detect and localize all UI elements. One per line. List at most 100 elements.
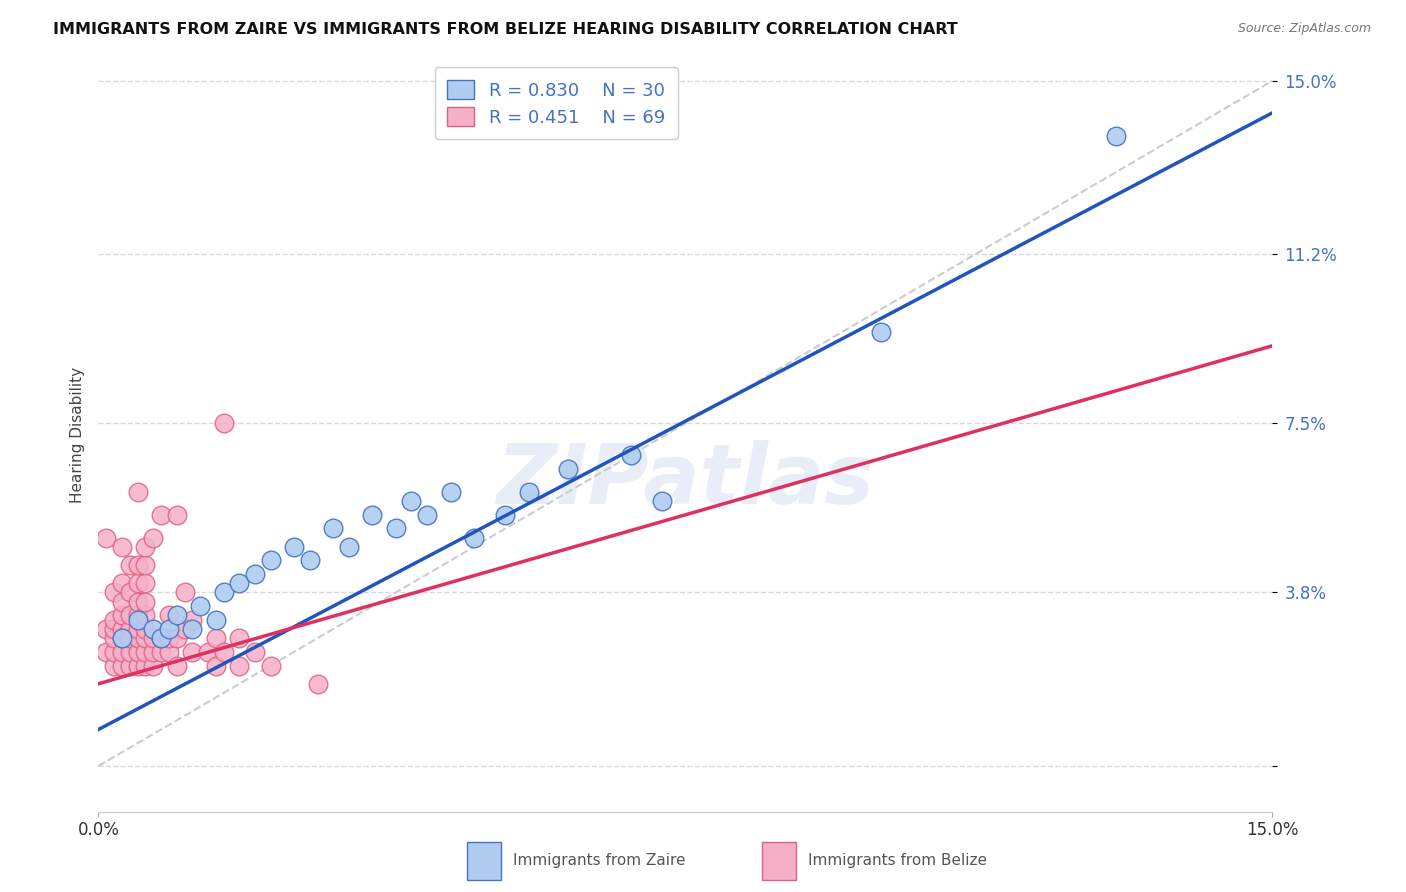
Text: ZIPatlas: ZIPatlas bbox=[496, 440, 875, 521]
Point bbox=[157, 608, 180, 623]
Point bbox=[322, 521, 344, 535]
Point bbox=[118, 658, 141, 673]
Point bbox=[96, 645, 118, 659]
Point bbox=[166, 608, 188, 623]
Point bbox=[134, 608, 156, 623]
Point bbox=[142, 622, 165, 636]
Point bbox=[118, 622, 141, 636]
Point bbox=[157, 645, 180, 659]
Point bbox=[134, 594, 156, 608]
Point bbox=[111, 631, 134, 645]
Text: Source: ZipAtlas.com: Source: ZipAtlas.com bbox=[1237, 22, 1371, 36]
Point bbox=[166, 658, 188, 673]
Point bbox=[118, 631, 141, 645]
Point bbox=[385, 521, 408, 535]
Point bbox=[212, 585, 235, 599]
Legend: R = 0.830    N = 30, R = 0.451    N = 69: R = 0.830 N = 30, R = 0.451 N = 69 bbox=[434, 67, 678, 139]
Point bbox=[111, 540, 134, 554]
Point bbox=[150, 631, 173, 645]
Point bbox=[517, 485, 540, 500]
Point bbox=[134, 645, 156, 659]
Point bbox=[103, 631, 125, 645]
Point bbox=[166, 631, 188, 645]
Point bbox=[127, 645, 149, 659]
Point bbox=[111, 576, 134, 591]
Text: Immigrants from Belize: Immigrants from Belize bbox=[808, 854, 987, 868]
Point bbox=[111, 594, 134, 608]
Point bbox=[142, 645, 165, 659]
Point bbox=[127, 576, 149, 591]
Point bbox=[157, 622, 180, 636]
Point bbox=[173, 622, 195, 636]
Point bbox=[212, 645, 235, 659]
Point bbox=[103, 645, 125, 659]
Point bbox=[181, 622, 204, 636]
Point bbox=[228, 576, 250, 591]
Point bbox=[651, 494, 673, 508]
Point bbox=[127, 622, 149, 636]
Point bbox=[259, 553, 281, 567]
Point bbox=[103, 613, 125, 627]
Point bbox=[416, 508, 439, 522]
Point bbox=[870, 325, 893, 339]
Point bbox=[127, 485, 149, 500]
Point bbox=[134, 622, 156, 636]
Point bbox=[1105, 128, 1128, 143]
Point bbox=[127, 613, 149, 627]
Point bbox=[134, 540, 156, 554]
Point bbox=[620, 449, 643, 463]
Point bbox=[134, 658, 156, 673]
Point bbox=[243, 567, 266, 582]
Text: IMMIGRANTS FROM ZAIRE VS IMMIGRANTS FROM BELIZE HEARING DISABILITY CORRELATION C: IMMIGRANTS FROM ZAIRE VS IMMIGRANTS FROM… bbox=[53, 22, 957, 37]
Bar bbox=[467, 842, 501, 880]
Point bbox=[157, 631, 180, 645]
Point bbox=[259, 658, 281, 673]
Point bbox=[173, 585, 195, 599]
Point bbox=[150, 508, 173, 522]
Point bbox=[150, 645, 173, 659]
Point bbox=[127, 658, 149, 673]
Point bbox=[118, 645, 141, 659]
Point bbox=[181, 645, 204, 659]
Bar bbox=[762, 842, 796, 880]
Point bbox=[142, 631, 165, 645]
Point bbox=[557, 462, 579, 476]
Point bbox=[103, 585, 125, 599]
Point bbox=[307, 677, 329, 691]
Point bbox=[111, 658, 134, 673]
Point bbox=[243, 645, 266, 659]
Point bbox=[134, 631, 156, 645]
Point bbox=[142, 531, 165, 545]
Point bbox=[127, 608, 149, 623]
Point bbox=[127, 558, 149, 572]
Point bbox=[111, 622, 134, 636]
Point bbox=[111, 608, 134, 623]
Point bbox=[212, 417, 235, 431]
Point bbox=[337, 540, 360, 554]
Point bbox=[118, 608, 141, 623]
Point bbox=[142, 658, 165, 673]
Point bbox=[188, 599, 211, 614]
Point bbox=[361, 508, 384, 522]
Point bbox=[111, 631, 134, 645]
Point bbox=[127, 631, 149, 645]
Point bbox=[228, 658, 250, 673]
Point bbox=[463, 531, 485, 545]
Point bbox=[150, 631, 173, 645]
Text: Immigrants from Zaire: Immigrants from Zaire bbox=[513, 854, 686, 868]
Point bbox=[181, 613, 204, 627]
Point bbox=[228, 631, 250, 645]
Point bbox=[127, 594, 149, 608]
Point bbox=[134, 558, 156, 572]
Point bbox=[205, 631, 228, 645]
Point bbox=[439, 485, 461, 500]
Point bbox=[134, 576, 156, 591]
Point bbox=[205, 658, 228, 673]
Point bbox=[166, 508, 188, 522]
Point bbox=[494, 508, 516, 522]
Y-axis label: Hearing Disability: Hearing Disability bbox=[69, 367, 84, 503]
Point bbox=[401, 494, 423, 508]
Point bbox=[118, 558, 141, 572]
Point bbox=[298, 553, 321, 567]
Point bbox=[111, 645, 134, 659]
